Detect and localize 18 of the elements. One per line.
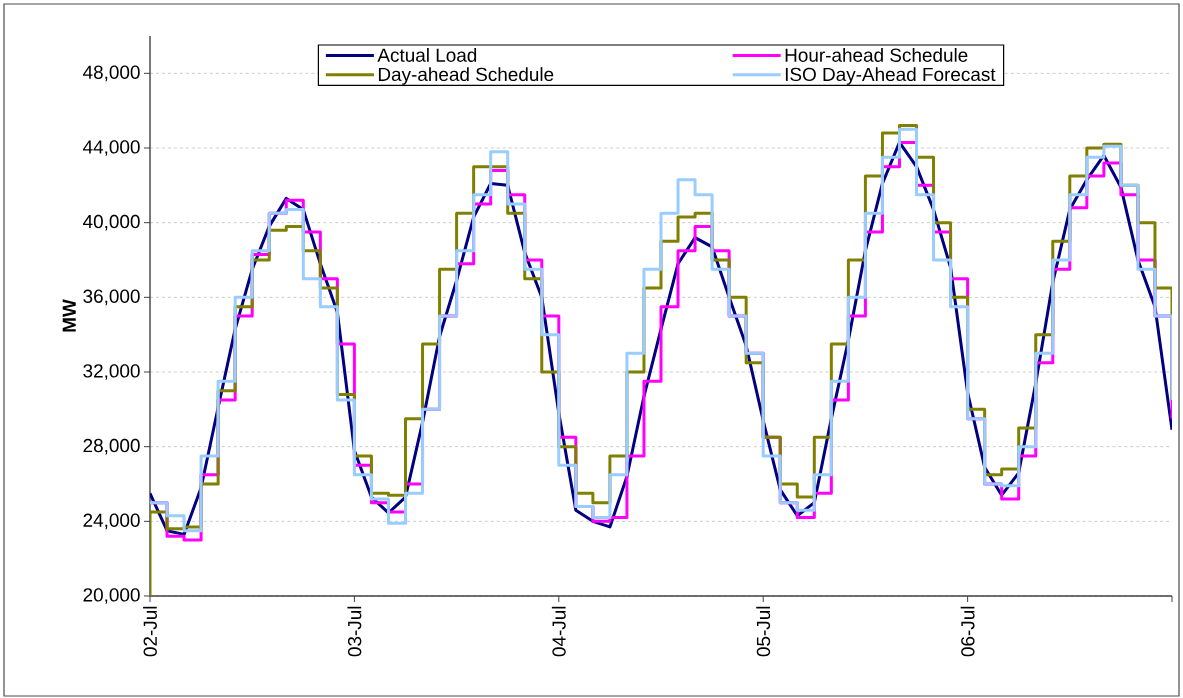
legend-label: Hour-ahead Schedule — [785, 47, 968, 62]
y-axis-title: MW — [62, 299, 76, 332]
legend-label: Day-ahead Schedule — [378, 67, 554, 85]
y-tick-label: 44,000 — [83, 140, 140, 156]
x-tick-label: 05-Jul — [756, 606, 771, 657]
x-tick-label: 02-Jul — [143, 606, 157, 657]
x-tick-label: 04-Jul — [551, 606, 566, 657]
legend-label: Actual Load — [377, 47, 477, 62]
y-tick-label: 32,000 — [83, 364, 140, 380]
x-tick-label: 03-Jul — [347, 606, 362, 657]
y-tick-label: 20,000 — [83, 588, 140, 604]
y-tick-label: 28,000 — [83, 438, 140, 455]
y-tick-label: 48,000 — [83, 65, 140, 82]
legend-label: ISO Day-Ahead Forecast — [785, 67, 996, 85]
y-tick-label: 36,000 — [83, 289, 140, 306]
y-tick-label: 40,000 — [83, 214, 140, 231]
y-tick-label: 24,000 — [83, 513, 140, 530]
x-tick-label: 06-Jul — [960, 606, 975, 657]
